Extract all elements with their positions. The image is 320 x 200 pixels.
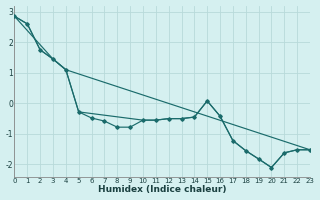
- X-axis label: Humidex (Indice chaleur): Humidex (Indice chaleur): [98, 185, 227, 194]
